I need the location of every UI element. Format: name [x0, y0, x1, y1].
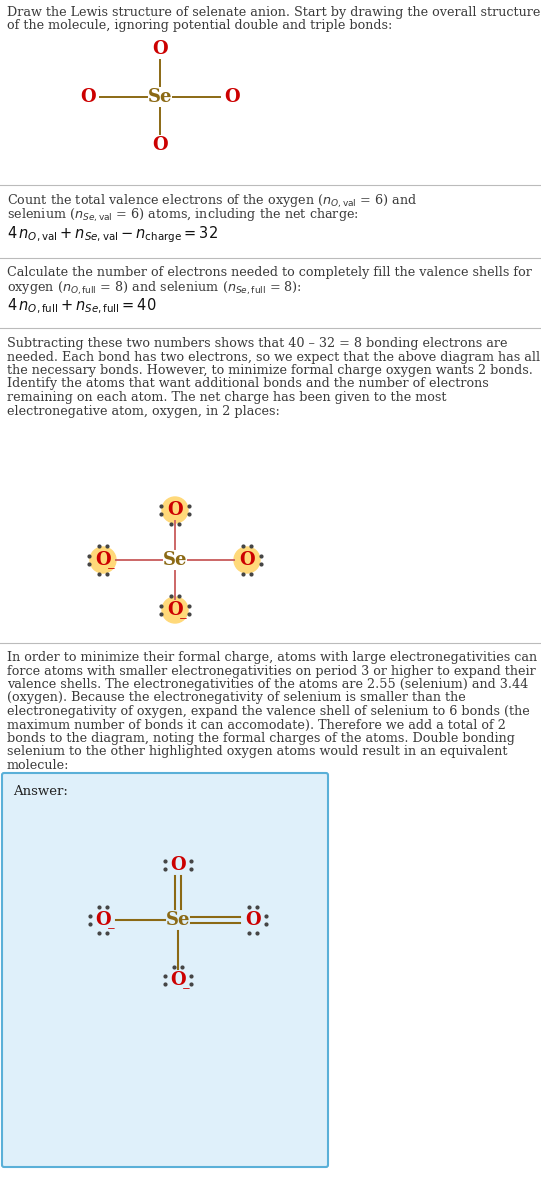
Text: −: −: [107, 924, 115, 934]
Text: −: −: [179, 613, 187, 624]
Text: electronegative atom, oxygen, in 2 places:: electronegative atom, oxygen, in 2 place…: [7, 404, 280, 417]
Text: Answer:: Answer:: [13, 785, 68, 798]
Circle shape: [234, 547, 260, 573]
Text: maximum number of bonds it can accomodate). Therefore we add a total of 2: maximum number of bonds it can accomodat…: [7, 719, 506, 732]
Text: Count the total valence electrons of the oxygen ($n_{O,\mathrm{val}}$ = 6) and: Count the total valence electrons of the…: [7, 193, 417, 210]
Text: O: O: [152, 40, 168, 58]
Text: Se: Se: [166, 911, 190, 929]
Text: O: O: [224, 87, 240, 106]
Text: electronegativity of oxygen, expand the valence shell of selenium to 6 bonds (th: electronegativity of oxygen, expand the …: [7, 704, 530, 717]
Text: −: −: [182, 983, 190, 994]
Text: (oxygen). Because the electronegativity of selenium is smaller than the: (oxygen). Because the electronegativity …: [7, 691, 466, 704]
FancyBboxPatch shape: [2, 773, 328, 1167]
Text: $4\,n_{O,\mathrm{val}} + n_{Se,\mathrm{val}} - n_{\mathrm{charge}} = 32$: $4\,n_{O,\mathrm{val}} + n_{Se,\mathrm{v…: [7, 225, 218, 245]
Text: force atoms with smaller electronegativities on period 3 or higher to expand the: force atoms with smaller electronegativi…: [7, 664, 536, 677]
Text: $4\,n_{O,\mathrm{full}} + n_{Se,\mathrm{full}} = 40$: $4\,n_{O,\mathrm{full}} + n_{Se,\mathrm{…: [7, 297, 156, 317]
Text: molecule:: molecule:: [7, 759, 69, 772]
Text: Subtracting these two numbers shows that 40 – 32 = 8 bonding electrons are: Subtracting these two numbers shows that…: [7, 337, 507, 350]
Circle shape: [162, 597, 188, 623]
Circle shape: [90, 547, 116, 573]
Text: −: −: [107, 564, 115, 574]
Text: O: O: [95, 911, 111, 929]
Text: Draw the Lewis structure of selenate anion. Start by drawing the overall structu: Draw the Lewis structure of selenate ani…: [7, 6, 540, 19]
Text: O: O: [80, 87, 96, 106]
Text: O: O: [170, 856, 186, 873]
Circle shape: [162, 496, 188, 522]
Text: O: O: [170, 970, 186, 989]
Text: In order to minimize their formal charge, atoms with large electronegativities c: In order to minimize their formal charge…: [7, 651, 537, 664]
Text: O: O: [152, 136, 168, 154]
Text: selenium to the other highlighted oxygen atoms would result in an equivalent: selenium to the other highlighted oxygen…: [7, 746, 507, 759]
Text: Calculate the number of electrons needed to completely fill the valence shells f: Calculate the number of electrons needed…: [7, 266, 532, 279]
Text: the necessary bonds. However, to minimize formal charge oxygen wants 2 bonds.: the necessary bonds. However, to minimiz…: [7, 364, 533, 377]
Text: O: O: [95, 551, 111, 569]
Text: oxygen ($n_{O,\mathrm{full}}$ = 8) and selenium ($n_{Se,\mathrm{full}}$ = 8):: oxygen ($n_{O,\mathrm{full}}$ = 8) and s…: [7, 280, 302, 297]
Text: O: O: [245, 911, 261, 929]
Text: O: O: [167, 600, 183, 619]
Text: O: O: [167, 501, 183, 519]
Text: Se: Se: [148, 87, 172, 106]
Text: needed. Each bond has two electrons, so we expect that the above diagram has all: needed. Each bond has two electrons, so …: [7, 351, 540, 364]
Text: selenium ($n_{Se,\mathrm{val}}$ = 6) atoms, including the net charge:: selenium ($n_{Se,\mathrm{val}}$ = 6) ato…: [7, 207, 359, 225]
Text: of the molecule, ignoring potential double and triple bonds:: of the molecule, ignoring potential doub…: [7, 19, 392, 32]
Text: Identify the atoms that want additional bonds and the number of electrons: Identify the atoms that want additional …: [7, 377, 489, 390]
Text: remaining on each atom. The net charge has been given to the most: remaining on each atom. The net charge h…: [7, 391, 446, 404]
Text: valence shells. The electronegativities of the atoms are 2.55 (selenium) and 3.4: valence shells. The electronegativities …: [7, 678, 528, 691]
Text: O: O: [239, 551, 255, 569]
Text: Se: Se: [163, 551, 187, 569]
Text: bonds to the diagram, noting the formal charges of the atoms. Double bonding: bonds to the diagram, noting the formal …: [7, 732, 515, 745]
